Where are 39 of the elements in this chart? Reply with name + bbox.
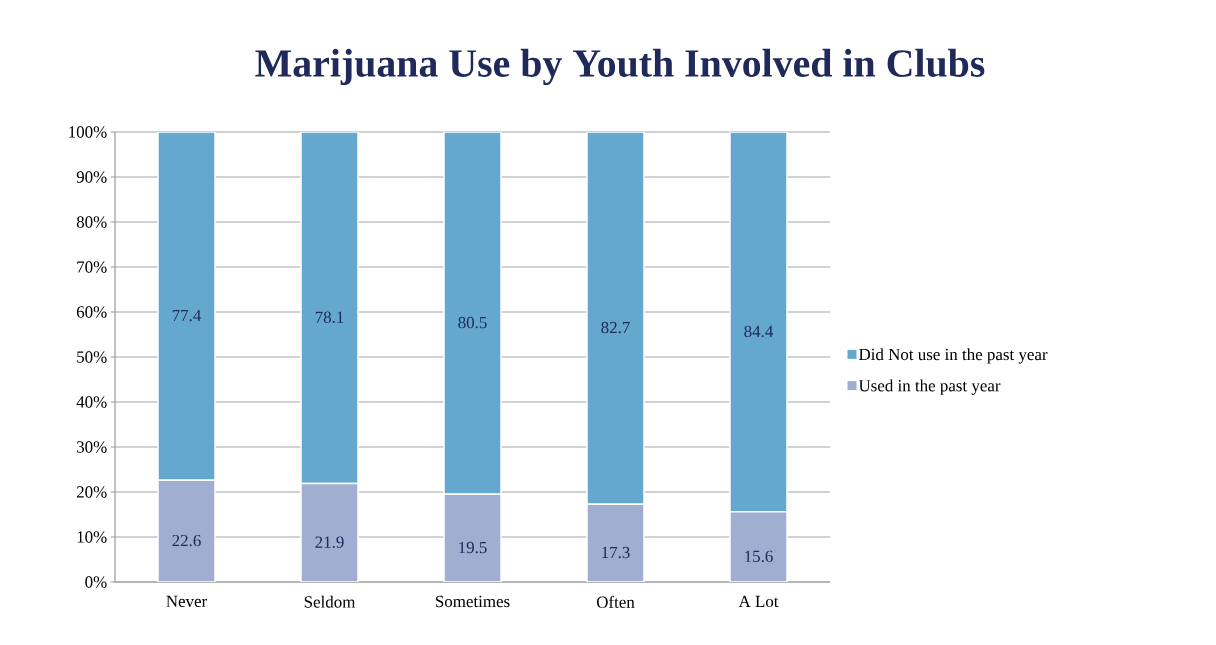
- bar: [443, 131, 502, 495]
- y-tick-label: 10%: [77, 531, 107, 543]
- data-label: 84.4: [744, 325, 774, 338]
- y-tick-label: 40%: [76, 396, 107, 408]
- chart-title: Marijuana Use by Youth Involved in Clubs: [255, 48, 985, 86]
- data-label: 77.4: [172, 309, 202, 322]
- x-tick-label: Seldom: [304, 595, 356, 608]
- bar: [729, 511, 788, 582]
- x-tick-label: Never: [166, 595, 208, 608]
- x-tick-label: Sometimes: [436, 595, 510, 608]
- y-tick-label: 70%: [77, 261, 107, 273]
- bar: [300, 131, 359, 485]
- bar: [443, 493, 502, 582]
- y-tick-label: 100%: [69, 126, 107, 138]
- data-label: 17.3: [602, 546, 630, 559]
- data-label: 78.1: [315, 311, 344, 323]
- legend-label: Used in the past year: [858, 379, 1001, 395]
- y-tick-label: 90%: [76, 171, 107, 183]
- y-tick-label: 0%: [85, 576, 107, 588]
- data-label: 21.9: [315, 536, 344, 548]
- y-tick-label: 20%: [76, 486, 107, 498]
- data-label: 19.5: [459, 541, 487, 554]
- x-tick-label: Often: [596, 595, 635, 608]
- bar: [157, 131, 216, 482]
- data-label: 82.7: [601, 321, 630, 334]
- data-label: 80.5: [458, 316, 487, 329]
- x-tick-label: A Lot: [738, 595, 779, 608]
- y-tick-label: 30%: [77, 441, 107, 453]
- legend-label: Did Not use in the past year: [858, 348, 1048, 364]
- bar: [157, 479, 216, 582]
- data-label: 15.6: [745, 550, 773, 563]
- bar: [300, 482, 359, 582]
- bar: [586, 503, 645, 582]
- bar: [586, 131, 645, 505]
- bar: [729, 131, 788, 513]
- y-tick-label: 80%: [76, 216, 107, 228]
- y-tick-label: 50%: [77, 351, 107, 363]
- data-label: 22.6: [172, 534, 201, 547]
- y-tick-label: 60%: [76, 306, 107, 318]
